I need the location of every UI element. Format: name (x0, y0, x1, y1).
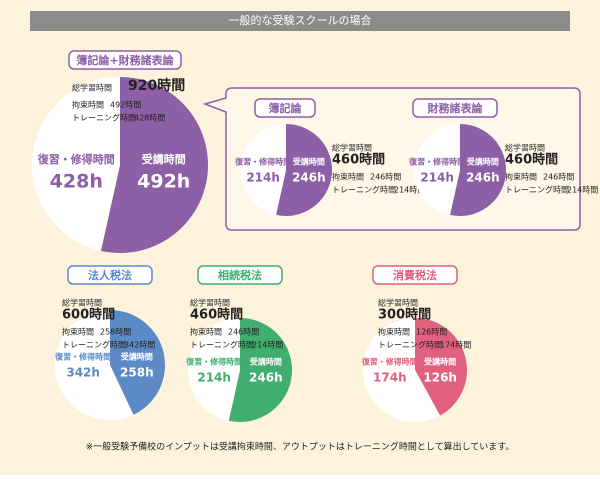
title-pill (68, 50, 182, 70)
slice-value: 174h (373, 371, 407, 385)
slice-category: 受講時間 (293, 157, 325, 167)
slice-value: 342h (66, 366, 100, 380)
summary-value: 258時間 (100, 328, 131, 337)
slice-value: 258h (120, 366, 154, 380)
slice-category: 復習・修得時間 (234, 157, 291, 167)
slice-value: 428h (50, 171, 103, 193)
chart-title: 相続税法 (218, 268, 262, 282)
slice-value: 214h (197, 371, 231, 385)
summary-value: 300時間 (378, 307, 431, 323)
summary-value: 246時間 (228, 328, 259, 337)
title-pill (197, 265, 283, 285)
summary-label: トレーニング時間 (62, 340, 126, 350)
slice-category: 受講時間 (467, 157, 499, 167)
slice-category: 受講時間 (142, 152, 186, 166)
header: 一般的な受験スクールの場合 (229, 13, 372, 27)
summary-value: 214時間 (252, 341, 283, 350)
summary-value: 460時間 (505, 152, 558, 168)
slice-value: 126h (423, 371, 457, 385)
pie-slice (55, 310, 134, 420)
pie-slice (100, 77, 208, 253)
summary-label: 総学習時間 (378, 298, 418, 308)
summary-value: 428時間 (134, 114, 165, 123)
summary-label: 総学習時間 (505, 143, 545, 153)
footnote: ※一般受験予備校のインプットは受講拘束時間、アウトプットはトレーニング時間として… (86, 441, 515, 453)
pie-slice (228, 318, 293, 423)
header-bar (30, 11, 570, 31)
pie-slice (415, 318, 467, 416)
slice-value: 214h (246, 171, 280, 185)
slice-category: 復習・修得時間 (361, 357, 418, 367)
slice-category: 受講時間 (424, 357, 456, 367)
summary-value: 342時間 (124, 341, 155, 350)
summary-value: 126時間 (416, 328, 447, 337)
summary-label: 拘束時間 (190, 327, 222, 337)
slice-category: 復習・修得時間 (408, 157, 465, 167)
summary-label: トレーニング時間 (332, 185, 396, 195)
pie-slice (276, 124, 333, 217)
slice-category: 受講時間 (250, 357, 282, 367)
slice-value: 492h (137, 171, 190, 193)
summary-label: 拘束時間 (378, 327, 410, 337)
pie-slice (414, 124, 460, 215)
pie-slice (110, 310, 166, 415)
chart-title: 財務諸表論 (427, 101, 484, 115)
summary-value: 246時間 (370, 173, 401, 182)
summary-value: 460時間 (332, 152, 385, 168)
chart-title: 簿記論 (269, 101, 303, 115)
pie-slice (31, 77, 120, 251)
summary-label: 総学習時間 (72, 83, 112, 93)
pie-slice (450, 124, 506, 216)
summary-label: 拘束時間 (505, 172, 537, 182)
slice-value: 246h (249, 371, 283, 385)
summary-label: トレーニング時間 (72, 113, 136, 123)
pie-slice (240, 124, 286, 215)
slice-value: 214h (420, 171, 454, 185)
chart-title: 消費税法 (393, 268, 437, 282)
slice-category: 復習・修得時間 (54, 352, 111, 362)
pie-slice (188, 318, 240, 421)
summary-label: 総学習時間 (190, 298, 230, 308)
summary-value: 246時間 (543, 173, 574, 182)
summary-value: 600時間 (62, 307, 115, 323)
slice-category: 受講時間 (121, 352, 153, 362)
summary-value: 492時間 (110, 101, 141, 110)
summary-label: 総学習時間 (62, 298, 102, 308)
title-pill (372, 265, 458, 285)
chart-title: 法人税法 (88, 268, 132, 282)
summary-value: 460時間 (190, 307, 243, 323)
title-pill (254, 98, 316, 118)
summary-label: 拘束時間 (62, 327, 94, 337)
summary-value: 214時間 (567, 186, 598, 195)
summary-label: トレーニング時間 (190, 340, 254, 350)
summary-label: 拘束時間 (72, 100, 104, 110)
summary-value: 214時間 (394, 186, 425, 195)
pie-slice (362, 318, 441, 422)
slice-value: 246h (466, 171, 500, 185)
summary-label: トレーニング時間 (505, 185, 569, 195)
slice-category: 復習・修得時間 (185, 357, 242, 367)
summary-label: 拘束時間 (332, 172, 364, 182)
title-pill (67, 265, 153, 285)
summary-value: 174時間 (440, 341, 471, 350)
slice-value: 246h (292, 171, 326, 185)
summary-value: 920時間 (128, 77, 185, 94)
slice-category: 復習・修得時間 (37, 152, 115, 166)
summary-label: トレーニング時間 (378, 340, 442, 350)
summary-label: 総学習時間 (332, 143, 372, 153)
title-pill (412, 98, 498, 118)
chart-title: 簿記論+財務諸表論 (76, 53, 174, 67)
